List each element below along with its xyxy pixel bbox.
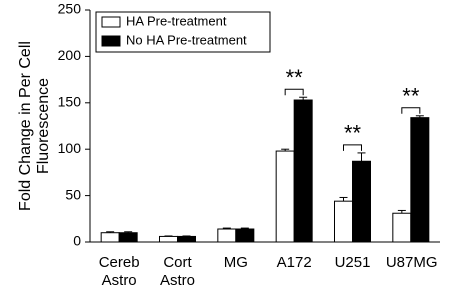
- error-bar: [222, 227, 231, 230]
- legend-box: [95, 11, 271, 53]
- y-tick-label: 250: [58, 1, 82, 17]
- bar: [217, 228, 237, 243]
- significance-label: **: [286, 65, 304, 90]
- bar: [159, 235, 178, 243]
- bar: [352, 160, 371, 243]
- legend-label: No HA Pre-treatment: [126, 32, 247, 47]
- bar: [275, 150, 295, 243]
- bar: [392, 212, 412, 243]
- error-bar: [415, 115, 424, 118]
- bar: [100, 232, 120, 243]
- significance-label: **: [344, 121, 362, 146]
- error-bar: [357, 152, 366, 162]
- error-bar: [124, 231, 133, 233]
- significance-label: **: [402, 84, 420, 109]
- error-bar: [106, 231, 115, 233]
- bar: [410, 117, 430, 243]
- bar: [334, 200, 353, 243]
- x-tick-label: MG: [223, 254, 248, 271]
- significance-bracket: [284, 88, 304, 96]
- bar: [235, 228, 255, 243]
- legend-swatch: [101, 16, 121, 28]
- y-tick-label: 200: [58, 47, 82, 63]
- y-axis-label: Fold Change in Per Cell Fluorescence: [17, 41, 52, 211]
- y-tick-label: 50: [65, 186, 81, 202]
- x-tick-label: U87MG: [385, 254, 438, 271]
- legend-label: HA Pre-treatment: [126, 13, 227, 28]
- y-tick-label: 150: [58, 94, 82, 110]
- x-tick-label: U251: [334, 254, 371, 271]
- significance-bracket: [401, 107, 421, 114]
- bar: [293, 99, 313, 243]
- error-bar: [397, 209, 406, 214]
- error-bar: [240, 227, 249, 230]
- bar: [118, 232, 138, 243]
- x-tick-label: Cereb Astro: [98, 254, 140, 289]
- error-bar: [299, 96, 308, 101]
- significance-bracket: [343, 144, 362, 151]
- error-bar: [281, 148, 290, 152]
- x-tick-label: A172: [276, 254, 312, 271]
- error-bar: [339, 196, 348, 202]
- bar: [177, 235, 196, 243]
- legend-swatch: [101, 35, 121, 47]
- y-tick-label: 100: [58, 140, 82, 156]
- x-tick-label: Cort Astro: [159, 254, 195, 289]
- y-tick-label: 0: [73, 233, 81, 249]
